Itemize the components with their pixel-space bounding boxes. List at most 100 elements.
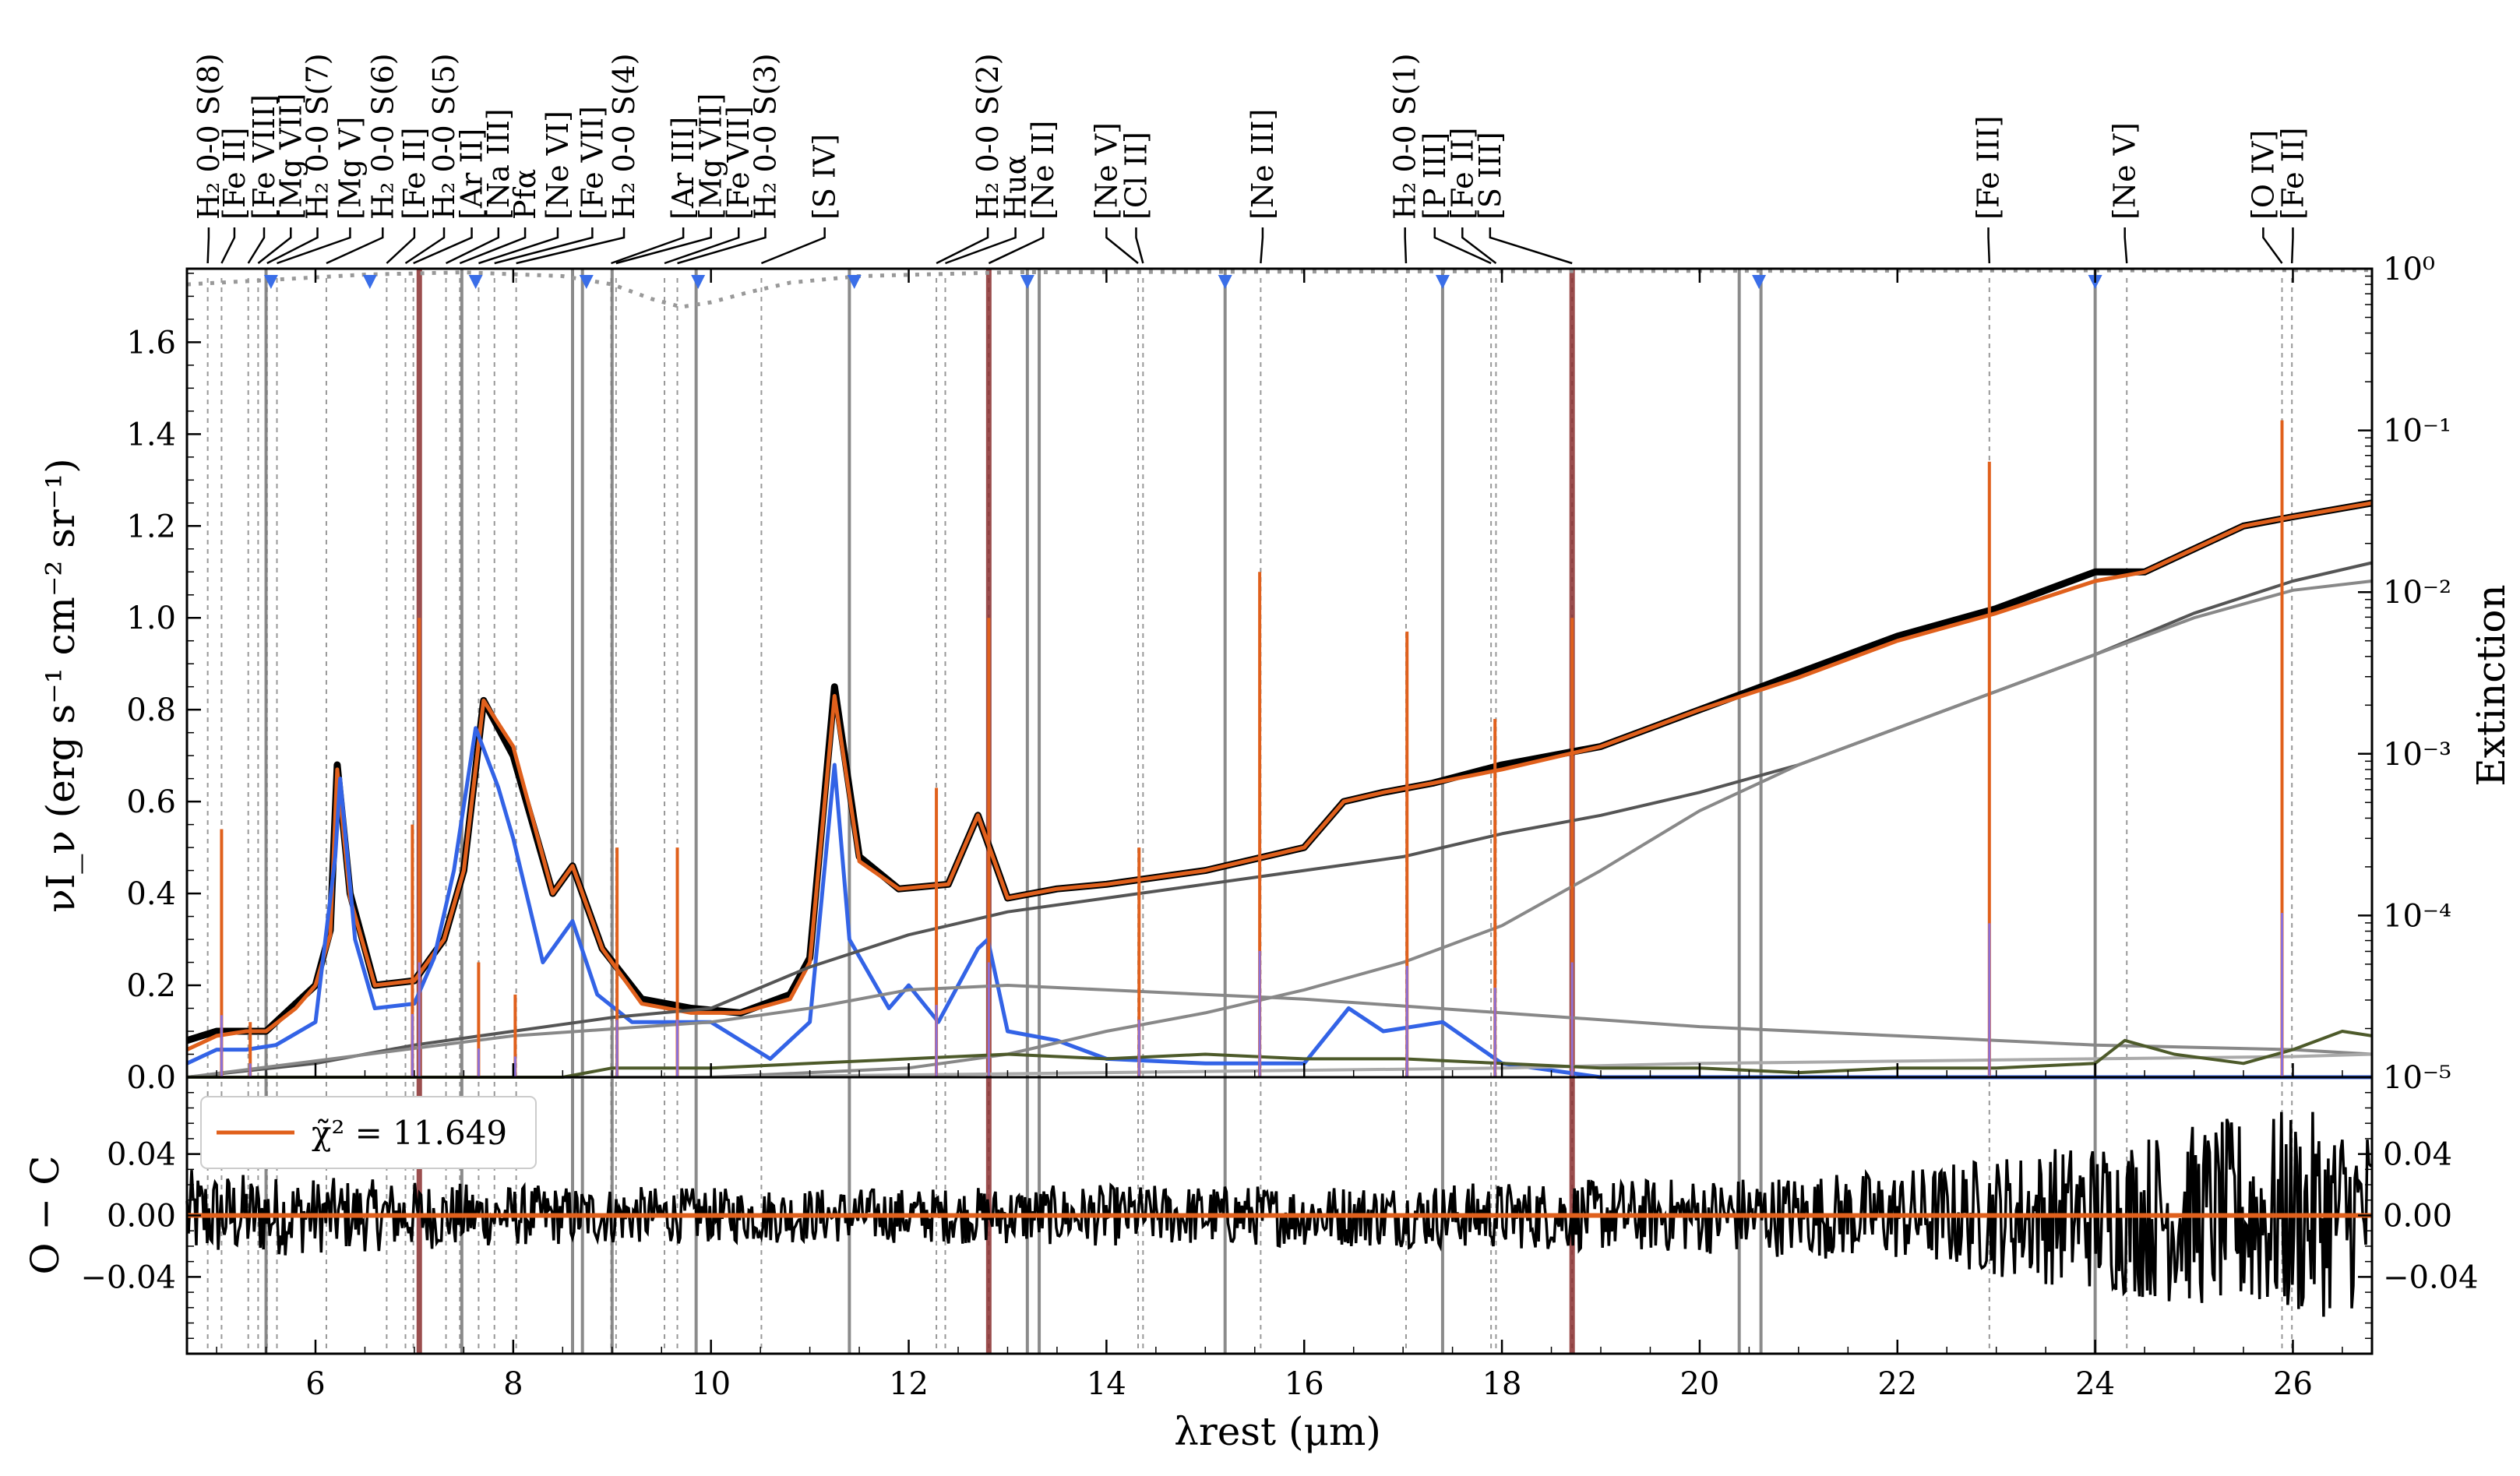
x-tick-label-3: 12 xyxy=(889,1366,929,1402)
extinction-axis-label: Extinction xyxy=(2469,584,2514,786)
y-tick-label-1: 0.2 xyxy=(126,968,176,1004)
series-pah-2 xyxy=(185,726,2372,1080)
line-id-connector-20 xyxy=(936,227,989,265)
residual-y-axis-label: O − C xyxy=(23,1156,68,1275)
line-id-connector-19 xyxy=(760,227,826,265)
y-tick-label-5: 1.0 xyxy=(126,601,176,636)
series-observed-0 xyxy=(185,499,2373,1044)
legend-label: χ̃² = 11.649 xyxy=(312,1114,507,1152)
residual-trace xyxy=(185,1111,2374,1317)
line-id-label-3: [Mg VII] xyxy=(273,93,308,220)
line-id-connector-1 xyxy=(220,227,236,264)
spectrum-y-axis-label: νI_ν (erg s⁻¹ cm⁻² sr⁻¹) xyxy=(38,458,83,913)
y-tick-label-7: 1.4 xyxy=(126,417,176,453)
line-id-connector-31 xyxy=(2123,227,2128,264)
line-id-label-24: [Cl II] xyxy=(1119,132,1153,220)
line-id-label-19: [S IV] xyxy=(808,134,842,220)
line-id-label-10: [Na III] xyxy=(481,108,516,220)
line-id-connector-11 xyxy=(459,227,527,265)
series-continuum-4 xyxy=(186,984,2373,1079)
x-tick-label-8: 22 xyxy=(1877,1366,1917,1402)
fit-marker-triangle-9 xyxy=(1752,275,1767,289)
line-id-connector-23 xyxy=(1105,227,1139,264)
line-id-connector-26 xyxy=(1404,227,1408,264)
x-tick-label-10: 26 xyxy=(2273,1366,2313,1402)
line-id-connector-16 xyxy=(615,227,712,265)
line-id-label-18: H₂ 0-0 S(3) xyxy=(749,53,783,220)
line-id-label-22: [Ne II] xyxy=(1026,121,1060,220)
line-id-label-32: [O IV] xyxy=(2246,130,2280,220)
x-axis-label: λrest (μm) xyxy=(1174,1409,1381,1454)
line-id-connector-18 xyxy=(677,227,767,265)
line-id-connector-3 xyxy=(257,227,292,264)
y-tick-label-2: 0.4 xyxy=(126,876,176,912)
line-id-label-8: H₂ 0-0 S(5) xyxy=(427,53,461,220)
line-id-label-5: [Mg V] xyxy=(333,117,367,220)
line-id-label-33: [Fe II] xyxy=(2275,127,2310,220)
line-id-label-11: Pfα xyxy=(508,169,542,220)
line-id-label-9: [Ar II] xyxy=(455,129,489,220)
residual-y-tick-label-1: 0.00 xyxy=(107,1199,176,1235)
fit-marker-triangle-0 xyxy=(263,275,278,289)
line-id-label-31: [Ne V] xyxy=(2108,122,2142,220)
line-id-label-30: [Fe III] xyxy=(1972,115,2006,220)
line-id-connector-0 xyxy=(206,227,210,264)
line-id-label-0: H₂ 0-0 S(8) xyxy=(192,53,226,220)
x-tick-label-1: 8 xyxy=(503,1366,523,1402)
fit-marker-triangle-4 xyxy=(691,275,706,289)
fit-marker-triangle-2 xyxy=(468,275,483,289)
line-id-label-16: [Mg VII] xyxy=(694,93,728,220)
line-id-connector-27 xyxy=(1433,227,1492,265)
y2-tick-label-3: 10⁻² xyxy=(2383,575,2451,611)
y-tick-label-3: 0.6 xyxy=(126,784,176,820)
fit-marker-triangle-7 xyxy=(1218,275,1232,289)
line-id-connector-24 xyxy=(1135,227,1144,264)
line-id-connector-30 xyxy=(1987,227,1991,264)
y-tick-label-0: 0.0 xyxy=(126,1060,176,1096)
line-id-label-21: Huα xyxy=(999,155,1033,220)
line-id-connector-25 xyxy=(1260,227,1264,264)
residual-y2-tick-label-0: 0.04 xyxy=(2383,1137,2452,1173)
fit-marker-triangle-5 xyxy=(847,275,862,289)
line-id-label-25: [Ne III] xyxy=(1246,109,1280,220)
line-id-connector-29 xyxy=(1489,227,1573,265)
x-tick-label-7: 20 xyxy=(1679,1366,1719,1402)
line-id-connector-22 xyxy=(988,227,1045,265)
line-id-connector-33 xyxy=(2290,227,2294,264)
y2-tick-label-4: 10⁻¹ xyxy=(2383,414,2451,449)
x-tick-label-9: 24 xyxy=(2075,1366,2115,1402)
y2-tick-label-1: 10⁻⁴ xyxy=(2383,898,2451,934)
residual-y2-tick-label-2: −0.04 xyxy=(2383,1259,2479,1295)
series-model-1 xyxy=(185,501,2373,1052)
x-tick-label-6: 18 xyxy=(1482,1366,1522,1402)
line-id-connector-8 xyxy=(404,227,446,265)
line-id-label-23: [Ne V] xyxy=(1089,122,1123,220)
line-id-connector-9 xyxy=(413,227,473,265)
y-tick-label-4: 0.8 xyxy=(126,692,176,728)
series-extinction-8 xyxy=(186,268,2373,309)
line-id-label-17: [Fe VII] xyxy=(721,106,756,220)
line-id-connector-6 xyxy=(326,227,384,265)
x-tick-label-0: 6 xyxy=(305,1366,325,1402)
line-id-connector-12 xyxy=(478,227,559,265)
line-id-connector-21 xyxy=(945,227,1017,265)
residual-y-tick-label-0: 0.04 xyxy=(107,1137,176,1173)
line-id-connector-14 xyxy=(516,227,626,265)
y-tick-label-8: 1.6 xyxy=(126,325,176,361)
fit-marker-triangle-1 xyxy=(362,275,377,289)
residual-y2-tick-label-1: 0.00 xyxy=(2383,1199,2452,1235)
series-silicate-7 xyxy=(187,1030,2373,1079)
line-id-connector-17 xyxy=(664,227,740,265)
line-id-label-27: [P III] xyxy=(1418,132,1452,220)
line-id-label-26: H₂ 0-0 S(1) xyxy=(1388,53,1422,220)
line-id-label-20: H₂ 0-0 S(2) xyxy=(971,53,1005,220)
y2-tick-label-0: 10⁻⁵ xyxy=(2383,1060,2451,1096)
line-id-connector-15 xyxy=(611,227,685,265)
line-id-connector-5 xyxy=(277,227,351,265)
y-tick-label-6: 1.2 xyxy=(126,509,176,544)
residual-y-tick-label-2: −0.04 xyxy=(80,1259,176,1295)
x-tick-label-2: 10 xyxy=(691,1366,731,1402)
fit-marker-triangle-3 xyxy=(579,275,594,289)
